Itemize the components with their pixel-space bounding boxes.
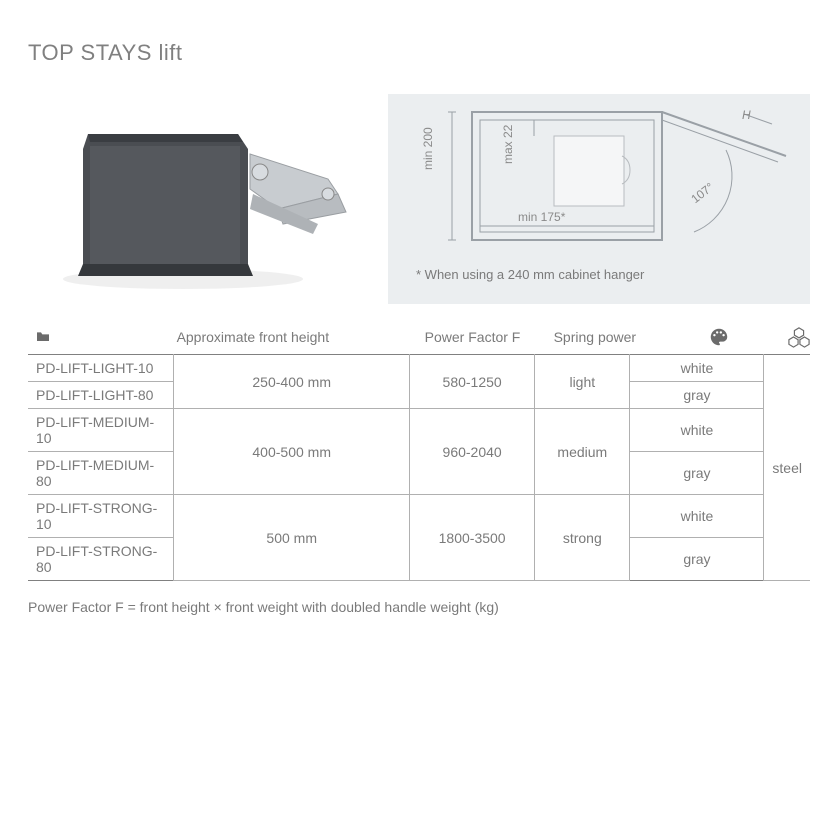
- spec-table: PD-LIFT-LIGHT-10 250-400 mm 580-1250 lig…: [28, 354, 810, 581]
- page-title: TOP STAYS lift: [28, 40, 810, 66]
- table-row: PD-LIFT-LIGHT-10 250-400 mm 580-1250 lig…: [28, 355, 810, 382]
- diagram-note: * When using a 240 mm cabinet hanger: [416, 267, 644, 282]
- table-row: PD-LIFT-MEDIUM-10 400-500 mm 960-2040 me…: [28, 409, 810, 452]
- boxes-icon: [788, 326, 810, 348]
- dim-max22: max 22: [501, 125, 515, 164]
- technical-diagram: min 200 max 22 min 175* 107° H * When us…: [388, 94, 810, 304]
- header-height: Approximate front height: [177, 329, 425, 345]
- table-row: PD-LIFT-STRONG-10 500 mm 1800-3500 stron…: [28, 495, 810, 538]
- dim-min200: min 200: [421, 127, 435, 170]
- figures-row: min 200 max 22 min 175* 107° H * When us…: [28, 94, 810, 304]
- footnote: Power Factor F = front height × front we…: [28, 599, 810, 615]
- header-spring: Spring power: [554, 329, 650, 345]
- dim-H: H: [742, 108, 751, 122]
- product-photo: [28, 94, 368, 304]
- table-header: Approximate front height Power Factor F …: [28, 326, 810, 354]
- dim-min175: min 175*: [518, 210, 565, 224]
- folder-icon: [32, 329, 54, 345]
- header-power: Power Factor F: [425, 329, 554, 345]
- palette-icon: [708, 326, 730, 348]
